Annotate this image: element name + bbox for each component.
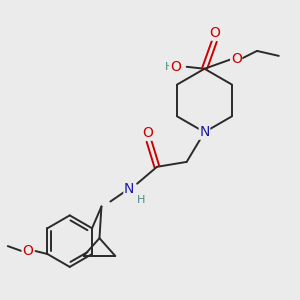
- Text: O: O: [231, 52, 242, 66]
- Text: H: H: [164, 62, 173, 72]
- Text: N: N: [124, 182, 134, 196]
- Text: O: O: [170, 60, 181, 74]
- Text: O: O: [209, 26, 220, 40]
- Text: N: N: [199, 125, 210, 139]
- Text: H: H: [137, 194, 145, 205]
- Text: O: O: [22, 244, 33, 258]
- Text: O: O: [142, 126, 154, 140]
